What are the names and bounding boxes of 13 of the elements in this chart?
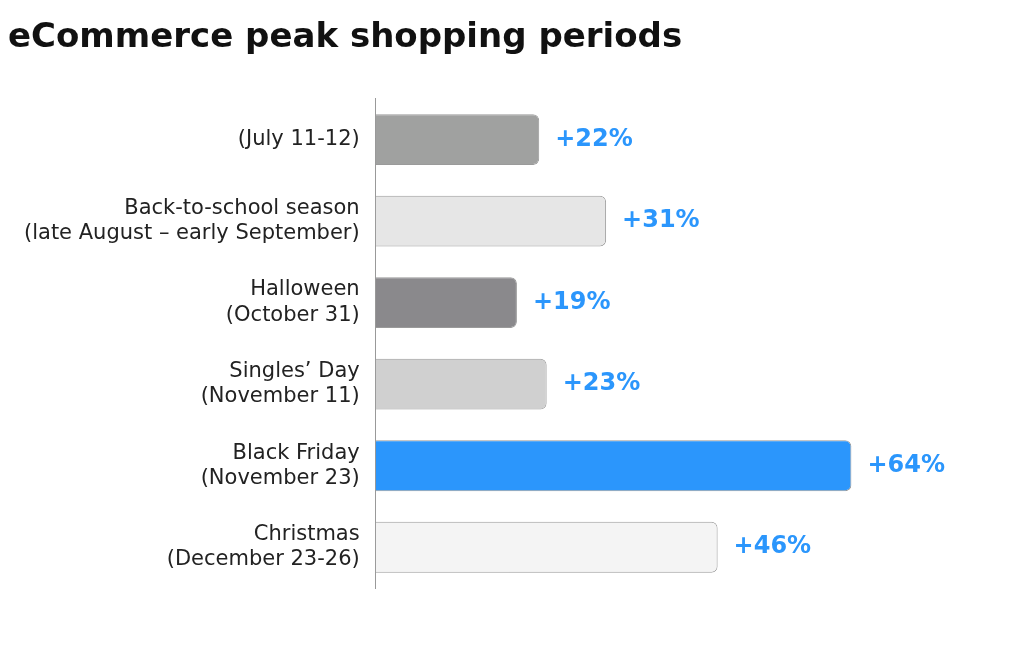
y-tick-label: Halloween (October 31) [225,276,360,326]
data-label: +31% [622,205,700,234]
y-tick-label: Christmas (December 23-26) [166,521,360,571]
y-tick-label: Back-to-school season (late August – early September) [23,194,360,245]
y-tick-label: Black Friday (November 23) [200,439,360,489]
data-label: +23% [562,368,641,397]
data-label: +64% [867,449,945,478]
chart-title: eCommerce peak shopping periods [8,15,683,56]
data-label: +22% [555,123,633,152]
y-tick-label: Singles’ Day (November 11) [200,358,360,408]
data-label: +46% [733,531,812,560]
data-label: +19% [532,286,611,315]
y-tick-label: (July 11-12) [237,126,360,151]
